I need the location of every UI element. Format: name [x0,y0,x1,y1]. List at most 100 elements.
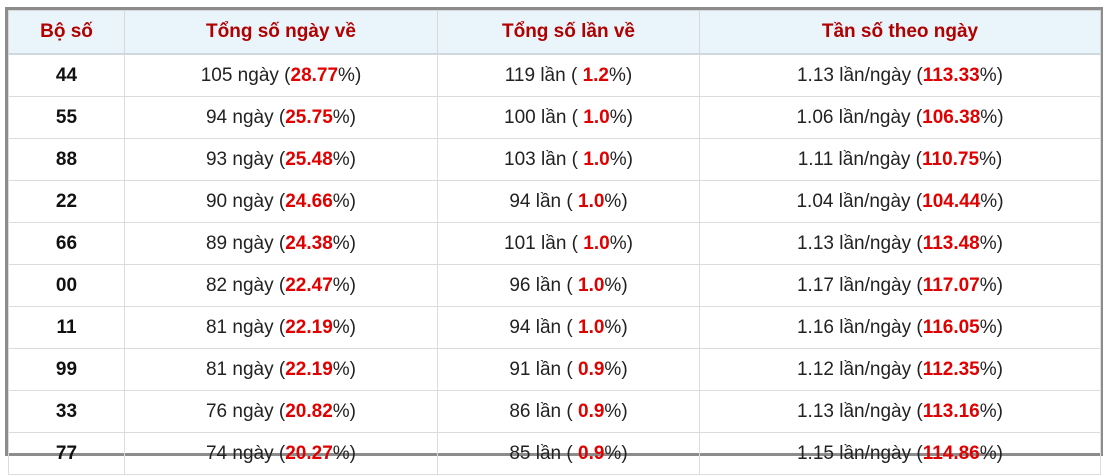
cell-text: %) [979,148,1003,170]
tan-so-cell: 1.11 lần/ngày (110.75%) [699,138,1101,181]
percent-value: 1.0 [583,106,610,128]
lan-cell: 85 lần ( 0.9%) [437,432,700,475]
cell-text: %) [332,274,356,296]
number-cell: 22 [8,180,125,223]
cell-text: %) [979,316,1003,338]
cell-text: 1.06 lần/ngày ( [796,106,923,128]
header-cell: Tổng số lần về [437,10,700,55]
table-row: 66 89 ngày (24.38%) 101 lần ( 1.0%) 1.13 lầ… [8,222,1101,265]
number-cell: 44 [8,53,125,97]
cell-text: 96 lần ( [509,274,578,296]
percent-value: 1.0 [578,316,605,338]
cell-text: 89 ngày ( [205,232,286,254]
cell-text: %) [979,358,1003,380]
percent-value: 106.38 [922,106,981,128]
percent-value: 0.9 [578,358,605,380]
number-cell: 00 [8,264,125,307]
cell-text: %) [604,358,628,380]
number-cell: 66 [8,222,125,265]
ngay-cell: 82 ngày (22.47%) [124,264,438,307]
cell-text: 94 ngày ( [205,106,286,128]
cell-text: 74 ngày ( [205,442,286,464]
tan-so-cell: 1.04 lần/ngày (104.44%) [699,180,1101,223]
ngay-cell: 89 ngày (24.38%) [124,222,438,265]
table-frame: Bộ số Tổng số ngày về Tổng số lần về Tần số… [5,7,1103,475]
header-cell: Bộ số [8,10,125,55]
cell-text: 101 lần ( [504,232,584,254]
percent-value: 1.0 [578,190,605,212]
stats-table: Bộ số Tổng số ngày về Tổng số lần về Tần số… [8,10,1101,475]
cell-text: 1.15 lần/ngày ( [796,442,923,464]
percent-value: 116.05 [922,316,980,338]
table-row: 77 74 ngày (20.27%) 85 lần ( 0.9%) 1.15 lần… [8,432,1101,475]
cell-text: %) [979,442,1003,464]
percent-value: 1.2 [582,64,609,86]
table-row: 55 94 ngày (25.75%) 100 lần ( 1.0%) 1.06 lầ… [8,96,1101,139]
percent-value: 1.0 [578,274,605,296]
percent-value: 22.47 [285,274,333,296]
cell-text: %) [332,232,356,254]
table-row: 33 76 ngày (20.82%) 86 lần ( 0.9%) 1.13 lần… [8,390,1101,433]
cell-text: %) [979,274,1003,296]
cell-text: 1.11 lần/ngày ( [797,148,922,170]
number-cell: 88 [8,138,125,181]
number-cell: 11 [8,306,125,349]
lan-cell: 94 lần ( 1.0%) [437,180,700,223]
cell-text: %) [332,316,356,338]
cell-text: %) [604,400,628,422]
percent-value: 22.19 [285,358,333,380]
lan-cell: 91 lần ( 0.9%) [437,348,700,391]
lan-cell: 96 lần ( 1.0%) [437,264,700,307]
ngay-cell: 76 ngày (20.82%) [124,390,438,433]
percent-value: 104.44 [922,190,981,212]
cell-text: 103 lần ( [504,148,584,170]
percent-value: 110.75 [921,148,980,170]
ngay-cell: 93 ngày (25.48%) [124,138,438,181]
ngay-cell: 81 ngày (22.19%) [124,348,438,391]
cell-text: 119 lần ( [504,64,583,86]
tan-so-cell: 1.15 lần/ngày (114.86%) [699,432,1101,475]
cell-text: 1.13 lần/ngày ( [796,400,923,422]
header-cell: Tần số theo ngày [699,10,1101,55]
cell-text: %) [609,64,633,86]
cell-text: 94 lần ( [509,316,578,338]
table-row: 11 81 ngày (22.19%) 94 lần ( 1.0%) 1.16 lần… [8,306,1101,349]
cell-text: %) [979,64,1003,86]
number-cell: 77 [8,432,125,475]
cell-text: %) [332,442,356,464]
cell-text: %) [332,358,356,380]
percent-value: 114.86 [922,442,980,464]
percent-value: 117.07 [922,274,980,296]
cell-text: 90 ngày ( [205,190,286,212]
ngay-cell: 74 ngày (20.27%) [124,432,438,475]
cell-text: %) [604,442,628,464]
cell-text: 1.16 lần/ngày ( [796,316,923,338]
percent-value: 113.48 [922,232,980,254]
number-cell: 55 [8,96,125,139]
cell-text: 81 ngày ( [205,316,286,338]
tan-so-cell: 1.13 lần/ngày (113.48%) [699,222,1101,265]
cell-text: %) [332,148,356,170]
cell-text: 100 lần ( [504,106,584,128]
ngay-cell: 90 ngày (24.66%) [124,180,438,223]
cell-text: 1.13 lần/ngày ( [796,232,923,254]
percent-value: 1.0 [583,232,610,254]
table-row: 00 82 ngày (22.47%) 96 lần ( 1.0%) 1.17 lần… [8,264,1101,307]
percent-value: 113.16 [922,400,980,422]
percent-value: 24.66 [285,190,333,212]
percent-value: 0.9 [578,400,605,422]
cell-text: %) [332,106,356,128]
tan-so-cell: 1.16 lần/ngày (116.05%) [699,306,1101,349]
lan-cell: 119 lần ( 1.2%) [437,53,700,97]
table-row: 88 93 ngày (25.48%) 103 lần ( 1.0%) 1.11 lầ… [8,138,1101,181]
table-body: 44 105 ngày (28.77%) 119 lần ( 1.2%) 1.13 l… [8,53,1101,475]
table-row: 22 90 ngày (24.66%) 94 lần ( 1.0%) 1.04 lần… [8,180,1101,223]
page: Bộ số Tổng số ngày về Tổng số lần về Tần số… [5,7,1103,475]
cell-text: %) [604,190,628,212]
cell-text: %) [332,190,356,212]
header-row: Bộ số Tổng số ngày về Tổng số lần về Tần số… [8,10,1101,55]
tan-so-cell: 1.06 lần/ngày (106.38%) [699,96,1101,139]
lan-cell: 94 lần ( 1.0%) [437,306,700,349]
tan-so-cell: 1.13 lần/ngày (113.33%) [699,53,1101,97]
cell-text: 1.17 lần/ngày ( [796,274,923,296]
